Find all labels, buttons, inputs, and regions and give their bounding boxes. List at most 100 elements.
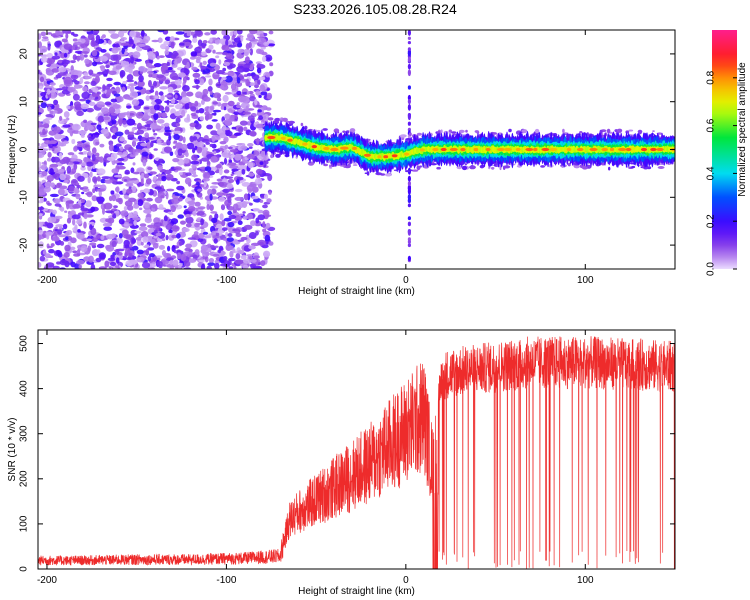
noise-speck xyxy=(237,48,244,54)
noise-speck xyxy=(140,178,144,185)
noise-speck xyxy=(57,59,63,64)
ridge-halo xyxy=(288,120,295,124)
noise-speck xyxy=(100,128,109,134)
ridge-halo xyxy=(344,164,351,169)
ridge-halo xyxy=(461,165,468,171)
noise-speck xyxy=(76,55,80,62)
noise-speck xyxy=(184,247,192,252)
noise-speck xyxy=(42,128,46,135)
noise-speck xyxy=(103,226,112,231)
noise-speck xyxy=(219,85,225,90)
ridge-halo xyxy=(275,153,281,158)
noise-speck xyxy=(153,222,163,227)
noise-speck xyxy=(216,223,223,229)
streak-speck xyxy=(407,198,411,203)
noise-speck xyxy=(65,33,69,39)
noise-speck xyxy=(215,70,225,75)
noise-speck xyxy=(45,67,51,73)
noise-speck xyxy=(38,54,41,57)
noise-speck xyxy=(209,204,214,211)
noise-speck xyxy=(154,186,162,190)
noise-speck xyxy=(191,85,201,89)
noise-speck xyxy=(200,51,207,57)
streak-speck xyxy=(407,36,411,40)
noise-speck xyxy=(201,147,208,152)
noise-speck xyxy=(133,210,138,217)
noise-speck xyxy=(57,229,63,235)
noise-speck xyxy=(166,188,175,192)
noise-speck xyxy=(48,140,57,145)
noise-speck xyxy=(58,142,67,147)
noise-speck xyxy=(190,136,195,140)
noise-speck xyxy=(53,198,61,204)
noise-speck xyxy=(63,252,70,258)
noise-speck xyxy=(106,77,113,82)
noise-speck xyxy=(191,164,196,169)
noise-speck xyxy=(160,94,165,102)
noise-speck xyxy=(113,174,123,178)
noise-speck xyxy=(58,185,68,190)
ridge-halo xyxy=(448,129,452,133)
noise-speck xyxy=(47,157,52,162)
noise-speck xyxy=(118,119,123,127)
noise-speck xyxy=(181,91,187,98)
noise-speck xyxy=(96,124,102,130)
noise-speck xyxy=(209,37,213,43)
noise-speck xyxy=(145,197,153,202)
noise-speck xyxy=(94,75,100,84)
noise-speck xyxy=(92,176,98,183)
noise-speck xyxy=(233,132,242,136)
noise-speck xyxy=(66,202,70,210)
noise-speck xyxy=(221,151,229,158)
noise-speck xyxy=(84,81,90,85)
noise-speck xyxy=(163,122,170,127)
noise-speck xyxy=(38,229,44,235)
noise-speck xyxy=(174,103,183,110)
ridge-halo xyxy=(574,165,580,169)
noise-speck xyxy=(76,219,83,225)
noise-speck xyxy=(76,259,85,265)
noise-speck xyxy=(38,221,43,229)
noise-speck xyxy=(39,255,46,262)
noise-speck xyxy=(223,157,228,165)
noise-speck xyxy=(191,66,198,71)
noise-speck xyxy=(39,85,43,90)
noise-speck xyxy=(98,266,107,269)
noise-speck xyxy=(257,214,266,221)
noise-speck xyxy=(132,138,140,142)
noise-speck xyxy=(77,184,81,189)
noise-speck xyxy=(158,158,165,164)
noise-speck xyxy=(49,209,54,213)
noise-speck xyxy=(87,33,95,41)
noise-speck xyxy=(176,57,182,64)
noise-speck xyxy=(136,249,144,255)
noise-speck xyxy=(102,85,111,90)
noise-speck xyxy=(268,241,274,246)
noise-speck xyxy=(150,101,157,105)
noise-speck xyxy=(124,51,128,56)
noise-speck xyxy=(184,177,192,185)
noise-speck xyxy=(80,166,86,171)
noise-speck xyxy=(75,158,82,162)
noise-speck xyxy=(187,206,196,212)
noise-speck xyxy=(256,48,262,54)
noise-speck xyxy=(143,115,151,120)
noise-speck xyxy=(55,88,63,91)
noise-speck xyxy=(259,199,264,203)
streak-speck xyxy=(407,175,411,182)
noise-speck xyxy=(158,55,165,58)
noise-speck xyxy=(79,53,85,61)
noise-speck xyxy=(185,213,191,218)
noise-speck xyxy=(77,175,85,182)
noise-speck xyxy=(229,165,239,169)
noise-speck xyxy=(261,51,268,56)
noise-speck xyxy=(70,105,74,110)
noise-speck xyxy=(112,127,117,134)
noise-speck xyxy=(144,217,152,224)
noise-speck xyxy=(262,32,268,37)
noise-speck xyxy=(160,195,165,199)
noise-speck xyxy=(170,205,176,213)
noise-speck xyxy=(91,93,99,97)
streak-speck xyxy=(407,181,411,186)
noise-speck xyxy=(90,40,96,47)
